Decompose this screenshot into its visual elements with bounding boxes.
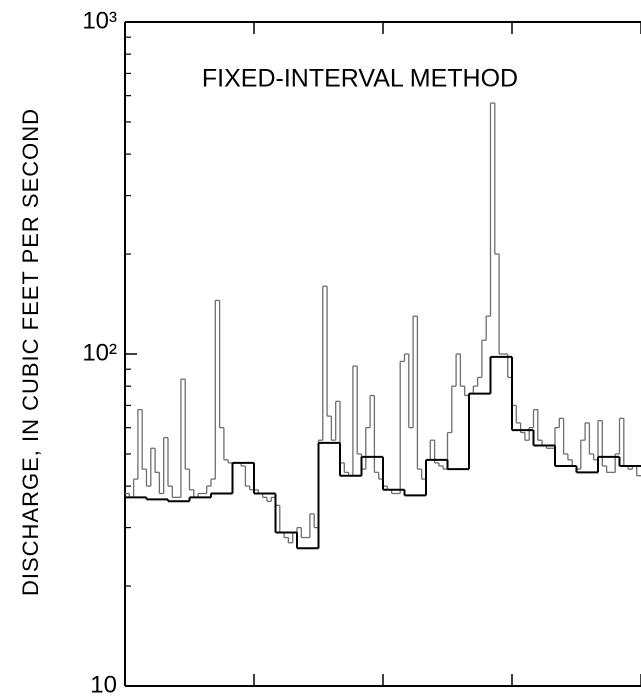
step-riser xyxy=(145,356,621,549)
y-tick-label: 10 xyxy=(90,671,117,697)
chart-title: FIXED-INTERVAL METHOD xyxy=(202,65,518,93)
y-tick-label: 10² xyxy=(82,339,117,366)
y-axis-label: DISCHARGE, IN CUBIC FEET PER SECOND xyxy=(18,108,43,596)
y-tick-label: 10³ xyxy=(82,7,117,34)
